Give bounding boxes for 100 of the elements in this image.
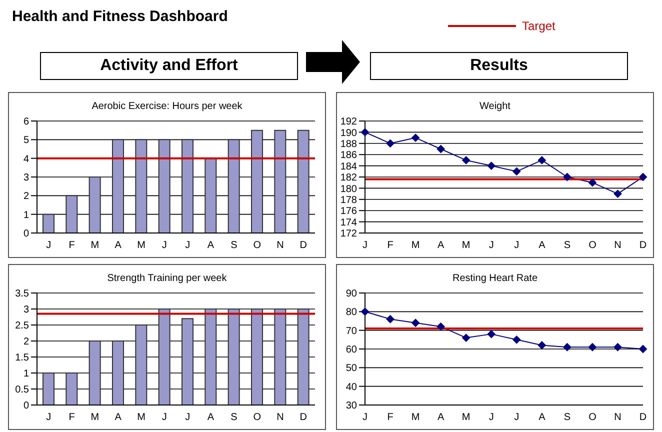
point	[386, 139, 394, 148]
y-tick-label: 1	[23, 368, 30, 380]
x-tick-label: A	[538, 240, 546, 252]
y-tick-label: 182	[340, 172, 358, 184]
y-tick-label: 184	[340, 161, 358, 172]
chart-title: Strength Training per week	[106, 273, 228, 286]
point	[361, 128, 369, 136]
x-tick-label: M	[90, 412, 100, 424]
bar	[297, 130, 310, 233]
bar	[204, 158, 217, 233]
x-tick-label: M	[462, 240, 470, 252]
bar	[135, 324, 148, 405]
y-tick-label: 30	[346, 400, 358, 412]
point	[462, 334, 470, 342]
point	[563, 343, 572, 352]
x-tick-label: S	[564, 412, 571, 424]
y-tick-label: 186	[340, 150, 358, 162]
point	[436, 322, 445, 331]
x-tick-label: M	[411, 240, 420, 252]
x-tick-label: N	[614, 240, 622, 252]
bar	[158, 139, 170, 233]
y-tick-label: 172	[340, 228, 358, 240]
y-tick-label: 4	[23, 154, 30, 165]
x-tick-label: J	[185, 240, 190, 252]
x-tick-label: J	[46, 240, 52, 252]
bar	[88, 176, 101, 233]
point	[487, 330, 496, 338]
point	[436, 145, 445, 153]
y-tick-label: 190	[340, 128, 358, 139]
y-tick-label: 40	[346, 382, 358, 393]
text: Target	[522, 19, 556, 33]
x-tick-label: J	[162, 240, 167, 252]
bar	[251, 130, 263, 233]
x-tick-label: F	[68, 412, 75, 424]
y-tick-label: 5	[23, 135, 30, 146]
y-tick-label: 3	[23, 304, 30, 316]
x-tick-label: A	[114, 240, 122, 252]
x-tick-label: F	[68, 240, 75, 252]
x-tick-label: A	[114, 412, 122, 424]
x-tick-label: D	[639, 412, 647, 424]
x-tick-label: M	[90, 240, 100, 252]
y-tick-label: 192	[340, 116, 358, 128]
x-tick-label: J	[46, 412, 52, 424]
x-tick-label: O	[253, 240, 262, 252]
y-tick-label: 0	[23, 228, 30, 240]
y-tick-label: 0	[23, 400, 30, 412]
point	[614, 190, 622, 198]
x-tick-label: O	[253, 412, 262, 424]
point	[512, 336, 521, 344]
chart-title: Weight	[478, 101, 512, 114]
bar	[88, 340, 101, 405]
bar	[42, 214, 54, 233]
x-tick-label: F	[387, 412, 394, 424]
x-tick-label: M	[137, 240, 146, 252]
x-tick-label: D	[639, 240, 647, 252]
x-tick-label: M	[411, 412, 420, 424]
bar	[112, 139, 124, 233]
point	[487, 162, 496, 170]
bar	[228, 308, 240, 405]
x-tick-label: O	[588, 240, 597, 252]
text: Results	[370, 52, 628, 80]
y-tick-label: 60	[346, 344, 358, 356]
x-tick-label: D	[300, 240, 308, 252]
y-tick-label: 6	[23, 116, 30, 128]
y-tick-label: 70	[346, 326, 358, 337]
y-tick-label: 90	[346, 288, 358, 300]
bar	[182, 318, 194, 405]
bar	[274, 308, 286, 405]
bar	[66, 195, 78, 233]
x-tick-label: A	[538, 412, 546, 424]
point	[361, 308, 369, 316]
bar	[158, 308, 170, 405]
y-tick-label: 3	[23, 172, 30, 184]
chart-title: Aerobic Exercise: Hours per week	[90, 101, 244, 114]
x-tick-label: J	[162, 412, 167, 424]
text: Health and Fitness Dashboard	[12, 8, 228, 25]
y-tick-label: 2	[23, 191, 30, 202]
chart-title: Resting Heart Rate	[451, 273, 539, 286]
y-tick-label: 3.5	[15, 288, 30, 300]
point	[538, 341, 546, 350]
x-tick-label: A	[207, 412, 214, 424]
point	[588, 343, 596, 352]
x-tick-label: J	[488, 412, 494, 424]
x-tick-label: D	[300, 412, 308, 424]
y-tick-label: 1.5	[15, 352, 30, 364]
y-tick-label: 2	[23, 336, 30, 348]
y-tick-label: 180	[340, 184, 358, 195]
bar	[135, 139, 148, 233]
y-tick-label: 1	[23, 210, 30, 221]
x-tick-label: N	[276, 412, 284, 424]
x-tick-label: J	[514, 412, 520, 424]
y-tick-label: 174	[340, 217, 358, 228]
bar	[112, 340, 124, 405]
x-tick-label: S	[230, 240, 238, 252]
bar	[204, 308, 217, 405]
x-tick-label: M	[462, 412, 470, 424]
point	[462, 156, 470, 164]
point	[412, 318, 420, 327]
y-tick-label: 0.5	[15, 384, 30, 396]
bar	[251, 308, 263, 405]
